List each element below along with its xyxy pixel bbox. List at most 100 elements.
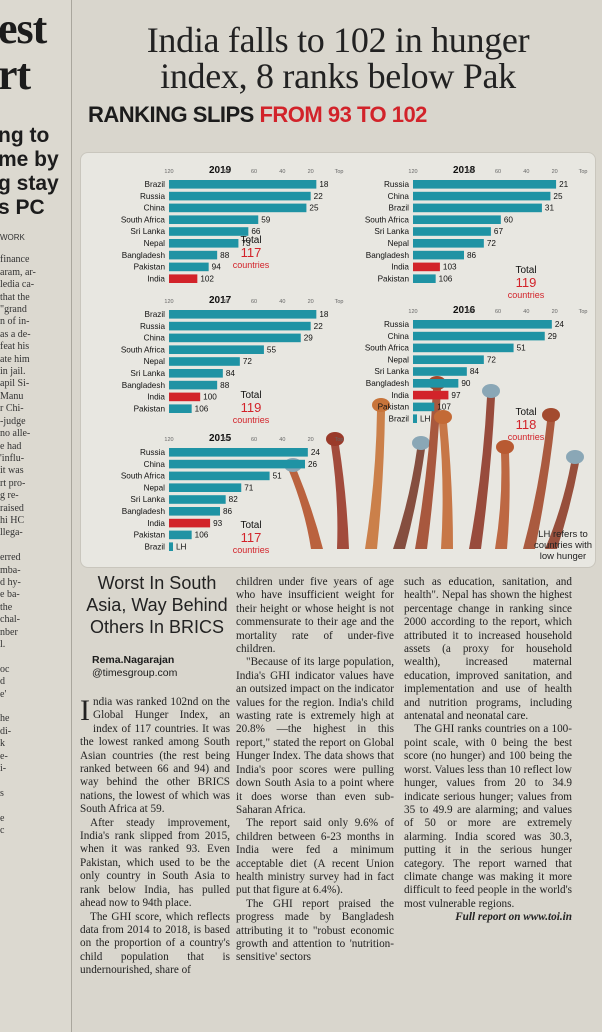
total-countries-label: countries <box>233 260 270 270</box>
country-label: Russia <box>384 180 409 189</box>
rank-bar <box>169 345 264 354</box>
rank-bar <box>169 483 242 492</box>
country-label: China <box>144 460 166 469</box>
rank-value-label: 100 <box>203 393 217 402</box>
headline: India falls to 102 in hunger index, 8 ra… <box>74 22 602 94</box>
chart-title-black: RANKING SLIPS <box>88 102 254 127</box>
rank-value-label: 93 <box>213 519 223 528</box>
adjacent-body-line: d <box>0 676 5 688</box>
rank-value-label: 29 <box>548 332 558 341</box>
rank-value-label: 103 <box>443 263 457 272</box>
country-label: South Africa <box>121 215 166 224</box>
rank-value-label: LH <box>420 414 431 423</box>
adjacent-body-line: apil Si- <box>0 378 30 390</box>
adjacent-body-line: finance <box>0 254 30 266</box>
chart-panel-2015: 2015 120 80 60 40 20 Top Russia 24 China 26 South A… <box>121 433 344 555</box>
adjacent-body-line: e- <box>0 750 8 762</box>
rank-bar <box>413 414 417 423</box>
adjacent-body-line: Manu <box>0 390 24 402</box>
rank-value-label: 25 <box>309 204 319 213</box>
adjacent-body-line: e had <box>0 440 22 452</box>
rank-value-label: LH <box>176 542 187 551</box>
rank-bar <box>413 250 464 260</box>
adjacent-column-strip: est rt ng to me by g stay s PC WORK fina… <box>0 0 72 1032</box>
rank-value-label: 88 <box>220 251 230 260</box>
adjacent-body-line: oc <box>0 663 10 675</box>
rank-value-label: 84 <box>226 369 236 378</box>
country-label: China <box>388 192 410 201</box>
rank-bar <box>169 227 249 236</box>
country-label: China <box>144 204 166 213</box>
hunger-stick <box>495 453 510 549</box>
country-label: Pakistan <box>134 404 166 413</box>
total-countries-label: countries <box>233 415 270 425</box>
rank-value-label: 84 <box>470 367 480 376</box>
rank-value-label: 71 <box>244 483 254 492</box>
axis-tick-label: 40 <box>523 169 529 175</box>
axis-tick-label: 60 <box>495 309 501 315</box>
rank-value-label: 31 <box>545 204 555 213</box>
hunger-cup <box>496 440 514 454</box>
adjacent-body-line: raised <box>0 502 24 514</box>
rank-value-label: 18 <box>319 180 329 189</box>
adjacent-body-line: s <box>0 787 4 799</box>
axis-tick-label: 20 <box>552 309 558 315</box>
hunger-illustration <box>284 376 584 549</box>
rank-value-label: 94 <box>212 263 222 272</box>
adjacent-body-line: k <box>0 738 5 750</box>
rank-value-label: 26 <box>308 460 318 469</box>
rank-bar <box>169 203 307 213</box>
chart-panel-2019: 2019 120 80 60 40 20 Top Brazil 18 Russia 22 China 2… <box>121 165 344 283</box>
country-label: Brazil <box>145 542 166 551</box>
adjacent-body-line: erred <box>0 552 21 564</box>
axis-tick-label: Top <box>579 309 588 315</box>
country-label: India <box>147 393 165 402</box>
country-label: Sri Lanka <box>130 227 165 236</box>
rank-value-label: 29 <box>304 334 314 343</box>
rank-value-label: 106 <box>439 274 453 283</box>
adjacent-body-line <box>0 701 71 713</box>
axis-tick-label: 120 <box>164 437 173 443</box>
adjacent-body-line: ledia ca- <box>0 279 35 291</box>
axis-tick-label: 80 <box>223 299 229 305</box>
adjacent-body-line: that the <box>0 291 30 303</box>
chart-panel-2016: 2016 120 80 60 40 20 Top Russia 24 China 29 South A… <box>365 305 588 442</box>
country-label: China <box>144 334 166 343</box>
adjacent-body-line: rt pro- <box>0 477 26 489</box>
adjacent-body-line: l. <box>0 639 6 650</box>
article-paragraph: After steady improvement, India's rank s… <box>80 816 230 910</box>
full-report-link[interactable]: Full report on www.toi.in <box>455 911 572 924</box>
rank-value-label: 18 <box>319 310 329 319</box>
rank-bar <box>169 507 220 516</box>
country-label: Sri Lanka <box>130 369 165 378</box>
adjacent-body-line: it was <box>0 465 24 477</box>
axis-tick-label: 40 <box>279 299 285 305</box>
adjacent-body-text: finance aram, ar-ledia ca-that the "grand n… <box>0 254 71 837</box>
rank-value-label: 106 <box>195 531 209 540</box>
rank-bar <box>169 518 211 528</box>
headline-line-1: India falls to 102 in hunger <box>146 20 530 60</box>
rank-value-label: 73 <box>241 239 251 248</box>
country-label: Russia <box>140 448 165 457</box>
adjacent-body-line: c <box>0 825 5 837</box>
hunger-stick <box>545 463 579 549</box>
rank-value-label: 51 <box>273 472 283 481</box>
rank-bar <box>413 227 491 236</box>
adjacent-body-line <box>0 540 71 552</box>
axis-tick-label: Top <box>335 169 344 175</box>
rank-bar <box>169 542 173 551</box>
rank-value-label: 72 <box>487 355 497 364</box>
axis-tick-label: 20 <box>308 299 314 305</box>
axis-tick-label: 80 <box>223 169 229 175</box>
rank-bar <box>169 448 308 457</box>
adjacent-body-line: d hy- <box>0 576 21 588</box>
country-label: Bangladesh <box>122 381 166 390</box>
rank-value-label: 59 <box>261 215 271 224</box>
rank-bar <box>169 274 198 283</box>
hunger-cup <box>542 408 560 422</box>
hunger-stick <box>365 411 385 549</box>
article: India falls to 102 in hunger index, 8 ra… <box>74 0 602 1032</box>
rank-value-label: 106 <box>195 404 209 413</box>
axis-tick-label: 60 <box>251 169 257 175</box>
